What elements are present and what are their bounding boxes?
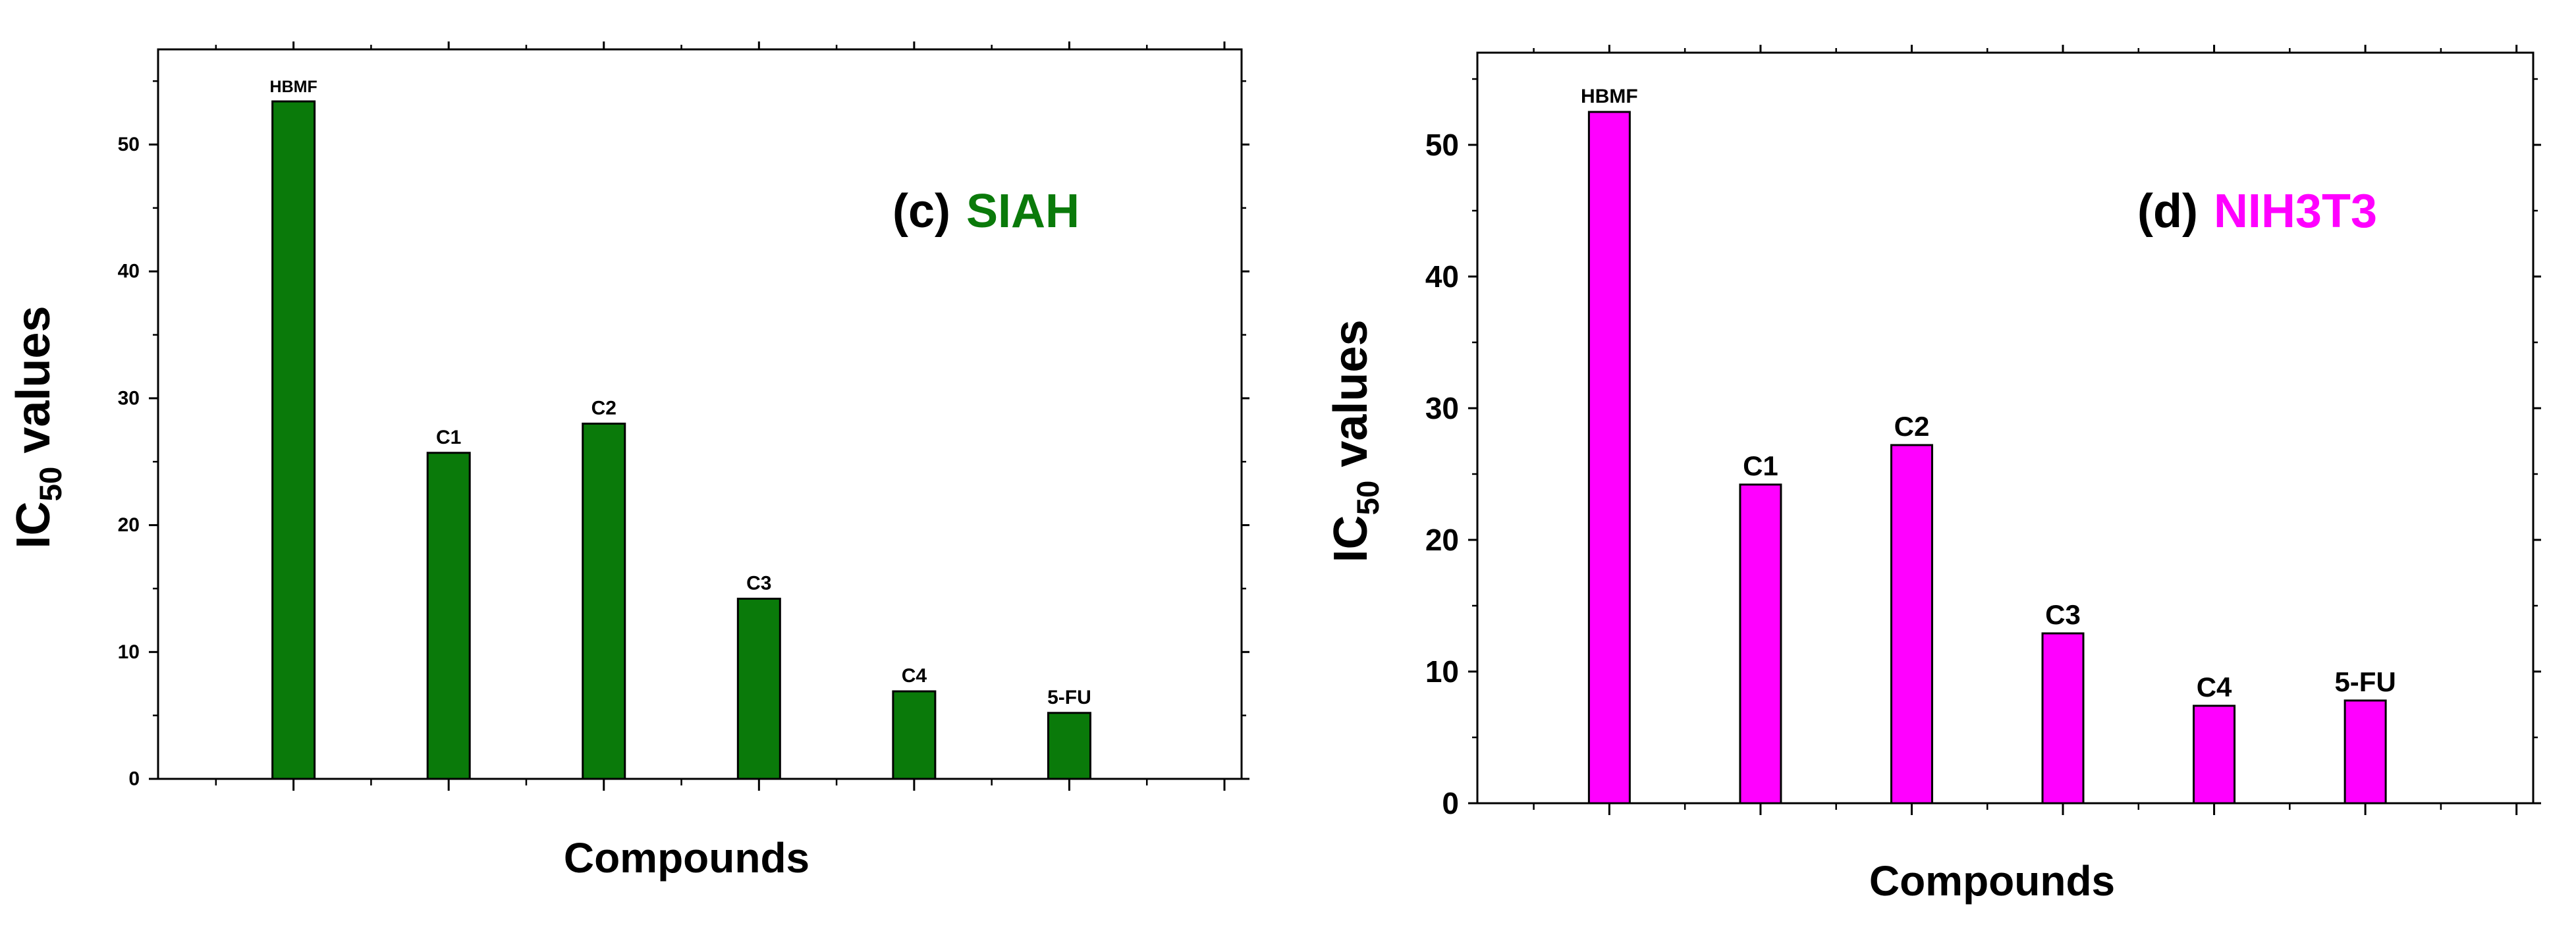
- y-tick-label: 40: [1425, 259, 1459, 294]
- x-axis-title: Compounds: [564, 834, 809, 882]
- y-tick-label: 0: [128, 768, 140, 790]
- y-tick-label: 50: [118, 134, 140, 155]
- y-axis-title: IC50 values: [1325, 319, 1386, 562]
- bar-label: 5-FU: [1047, 687, 1091, 708]
- panel-annotation: (d) NIH3T3: [2137, 185, 2377, 238]
- bar-c1: [1739, 483, 1782, 805]
- y-tick-label: 30: [1425, 391, 1459, 425]
- bar-c4: [892, 690, 937, 780]
- bar-label: HBMF: [270, 78, 317, 96]
- y-tick-label: 30: [118, 387, 140, 409]
- y-axis-title-main: IC: [1325, 516, 1377, 563]
- bar-label: C2: [591, 397, 617, 419]
- panel-cell-line: NIH3T3: [2214, 185, 2377, 238]
- plot-frame: [1476, 51, 2535, 805]
- bar-c2: [582, 422, 626, 780]
- panel-letter: (c): [892, 185, 950, 238]
- bar-label: 5-FU: [2334, 666, 2396, 697]
- y-tick-label: 20: [1425, 523, 1459, 557]
- bar-c3: [736, 597, 781, 780]
- chart-panel-c: 01020304050HBMFC1C2C3C45-FUCompoundsIC50…: [7, 41, 1249, 882]
- y-tick-label: 20: [118, 514, 140, 536]
- panel-letter: (d): [2137, 185, 2198, 238]
- y-axis-title-sub: 50: [34, 467, 69, 502]
- plot-frame: [157, 48, 1243, 780]
- panel-annotation: (c) SIAH: [892, 185, 1080, 238]
- bar-5-fu: [1047, 712, 1091, 780]
- y-tick-label: 10: [118, 641, 140, 663]
- y-tick-label: 10: [1425, 654, 1459, 689]
- bar-c1: [426, 452, 471, 780]
- bar-label: C1: [436, 427, 461, 448]
- bar-c2: [1890, 444, 1933, 805]
- y-axis-title-rest: values: [1325, 319, 1377, 480]
- y-axis-title-rest: values: [7, 305, 60, 466]
- panel-cell-line: SIAH: [966, 185, 1080, 238]
- y-axis-title: IC50 values: [7, 305, 69, 548]
- y-axis-title-main: IC: [7, 502, 60, 549]
- x-axis-title: Compounds: [1869, 857, 2115, 905]
- bar-5-fu: [2343, 699, 2387, 805]
- bar-label: C3: [2045, 599, 2081, 630]
- y-tick-label: 0: [1442, 786, 1459, 820]
- bar-label: C2: [1894, 411, 1930, 442]
- bar-label: C4: [902, 665, 927, 687]
- y-axis-title-sub: 50: [1351, 481, 1386, 516]
- bar-label: C4: [2197, 672, 2232, 702]
- y-tick-label: 50: [1425, 128, 1459, 162]
- bar-label: HBMF: [1581, 86, 1638, 107]
- y-tick-label: 40: [118, 261, 140, 282]
- bar-hbmf: [1587, 111, 1631, 805]
- bar-c3: [2041, 632, 2085, 805]
- bar-c4: [2193, 704, 2236, 805]
- bar-label: C3: [746, 572, 771, 594]
- bar-hbmf: [271, 100, 316, 780]
- bar-label: C1: [1743, 450, 1778, 481]
